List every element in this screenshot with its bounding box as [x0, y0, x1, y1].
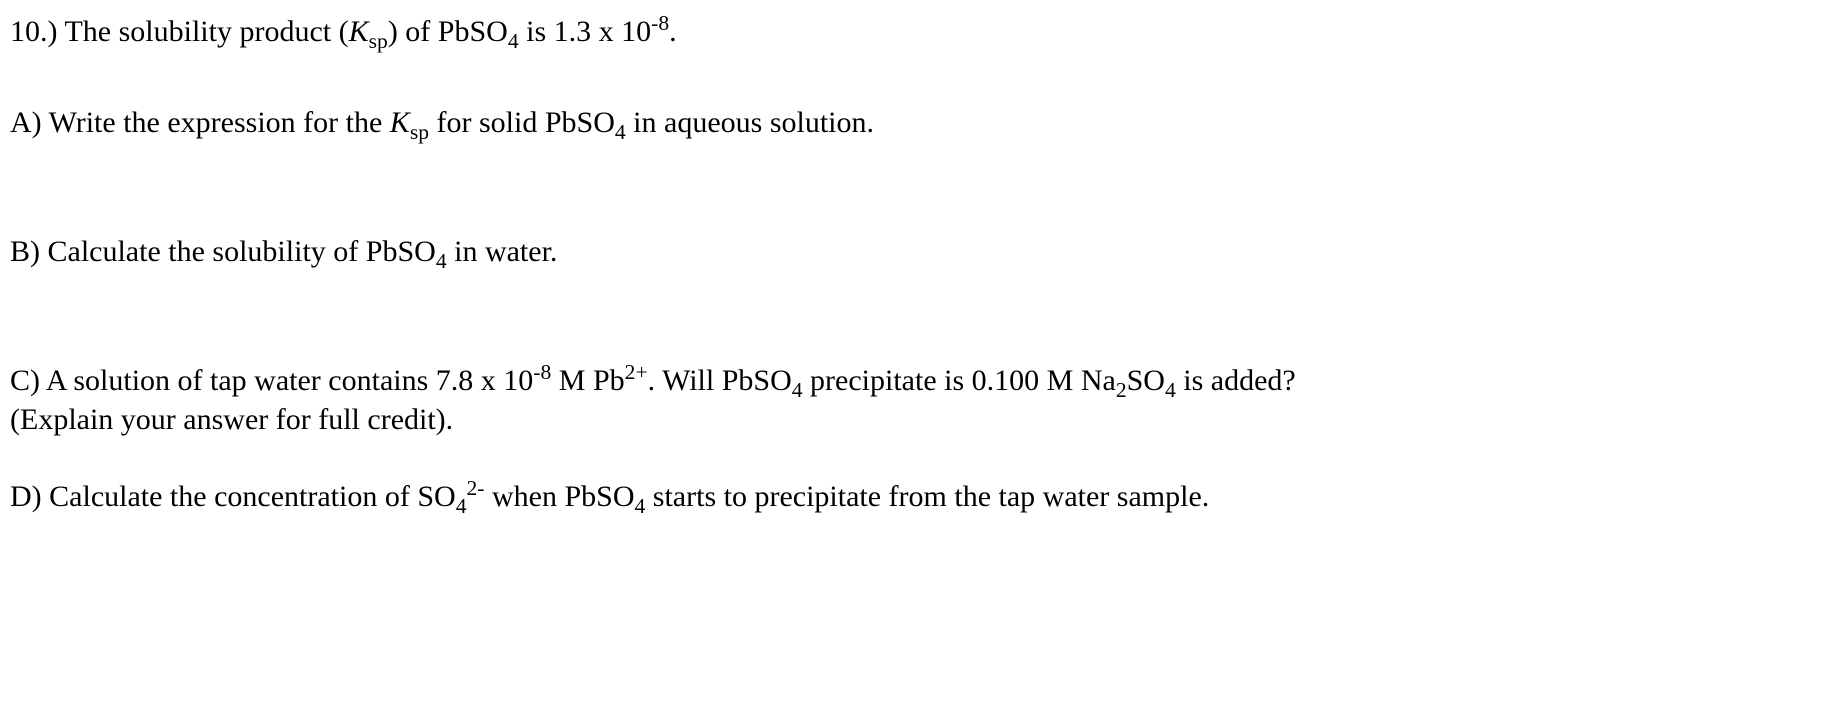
part-d-text-end: starts to precipitate from the tap water… — [645, 480, 1209, 513]
part-a: A) Write the expression for the Ksp for … — [10, 103, 1828, 142]
part-c-line2: (Explain your answer for full credit). — [10, 400, 1828, 439]
part-d-when: when PbSO — [484, 480, 634, 513]
part-b-text-end: in water. — [447, 235, 558, 268]
header-text-2: ) of PbSO — [388, 15, 508, 48]
part-c-precip: precipitate is 0.100 M Na — [803, 364, 1116, 397]
part-a-ksp-sp: sp — [410, 120, 429, 144]
question-header: 10.) The solubility product (Ksp) of PbS… — [10, 12, 1828, 51]
question-number: 10.) — [10, 15, 58, 48]
part-c-sup-2plus: 2+ — [625, 360, 648, 384]
part-c-m-pb: M Pb — [551, 364, 624, 397]
part-b: B) Calculate the solubility of PbSO4 in … — [10, 232, 1828, 271]
part-b-label: B) Calculate the solubility of PbSO — [10, 235, 436, 268]
part-c-sub4-2: 4 — [1165, 378, 1176, 402]
part-a-label: A) Write the expression for the — [10, 106, 390, 139]
part-a-text-end: in aqueous solution. — [626, 106, 874, 139]
part-d-label: D) Calculate the concentration of SO — [10, 480, 456, 513]
part-d-sub4-2: 4 — [635, 494, 646, 518]
header-text-3: is 1.3 x 10 — [519, 15, 652, 48]
part-d-sub4: 4 — [456, 494, 467, 518]
part-c-so: SO — [1127, 364, 1165, 397]
part-c-will: . Will PbSO — [648, 364, 792, 397]
part-a-ksp-k: K — [390, 106, 410, 139]
part-c-end1: is added? — [1176, 364, 1296, 397]
part-b-sub4: 4 — [436, 249, 447, 273]
ksp-k: K — [349, 15, 369, 48]
part-d: D) Calculate the concentration of SO42- … — [10, 477, 1828, 516]
part-c-sub4-1: 4 — [792, 378, 803, 402]
ksp-sp: sp — [369, 29, 388, 53]
header-text-1: The solubility product ( — [58, 15, 349, 48]
part-a-sub4: 4 — [615, 120, 626, 144]
part-c-sup-neg8: -8 — [533, 360, 551, 384]
header-sub4: 4 — [508, 29, 519, 53]
header-sup-neg8: -8 — [651, 11, 669, 35]
header-period: . — [669, 15, 677, 48]
part-c-sub2: 2 — [1116, 378, 1127, 402]
part-d-sup-2minus: 2- — [466, 476, 484, 500]
part-c: C) A solution of tap water contains 7.8 … — [10, 361, 1828, 439]
part-c-start: C) A solution of tap water contains 7.8 … — [10, 364, 533, 397]
part-a-text-after: for solid PbSO — [429, 106, 615, 139]
part-c-line1: C) A solution of tap water contains 7.8 … — [10, 361, 1828, 400]
